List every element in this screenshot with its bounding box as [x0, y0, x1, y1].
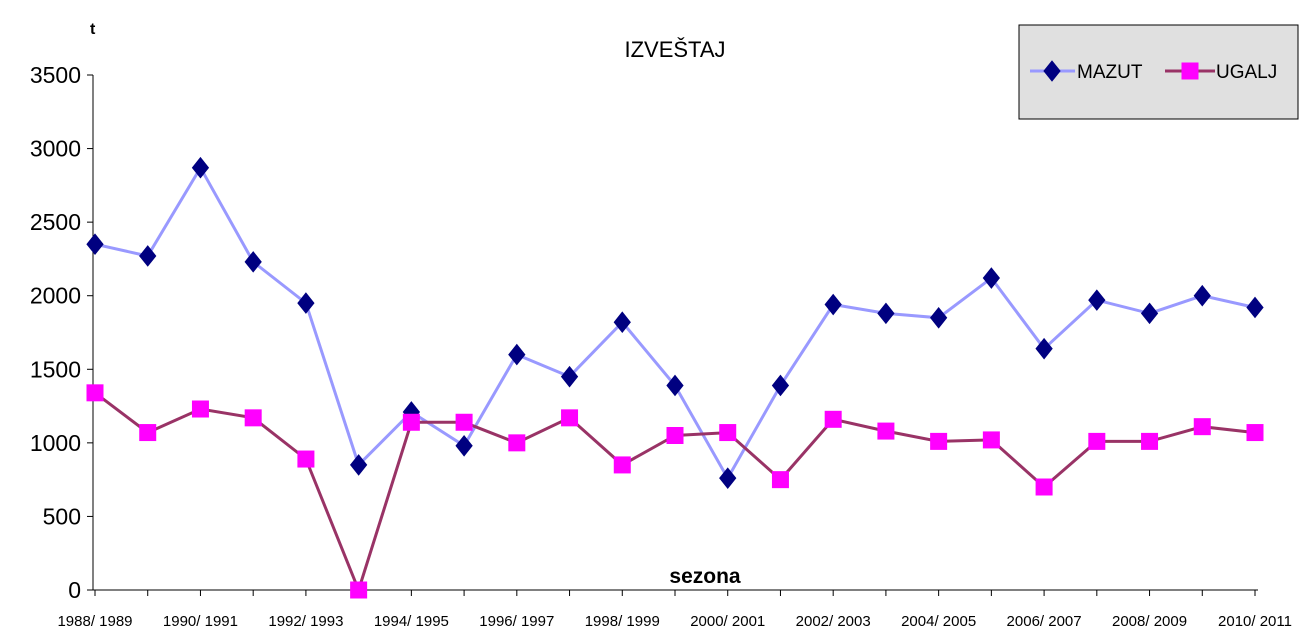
ugalj-data-point [297, 450, 315, 468]
y-ticks: 0 500 1000 1500 2000 2500 3000 3500 [30, 62, 93, 603]
mazut-data-point [349, 454, 368, 476]
mazut-data-point [455, 434, 473, 457]
ugalj-data-point [982, 431, 1000, 449]
mazut-data-point [877, 302, 895, 325]
ugalj-data-point [771, 471, 789, 489]
ugalj-data-point [1035, 478, 1053, 496]
mazut-data-point [982, 267, 1001, 289]
ugalj-data-point [1193, 418, 1211, 436]
ugalj-series-line [94, 391, 1256, 595]
x-tick-label: 2006/ 2007 [1007, 613, 1082, 630]
chart-title: IZVEŠTAJ [624, 37, 725, 62]
x-axis-label: sezona [669, 565, 741, 588]
ugalj-data-point [561, 409, 579, 427]
mazut-data-point [613, 311, 631, 334]
x-tick-label: 1998/ 1999 [585, 613, 660, 630]
ugalj-data-point [244, 409, 262, 427]
ugalj-data-point [402, 413, 420, 431]
mazut-data-point [1246, 296, 1264, 319]
series-lines [86, 156, 1264, 599]
x-tick-label: 1994/ 1995 [374, 613, 449, 630]
mazut-data-point [1088, 289, 1106, 311]
mazut-data-point [1140, 302, 1159, 325]
mazut-data-point [508, 343, 526, 366]
mazut-data-point [560, 365, 579, 388]
y-tick-label: 3500 [30, 62, 81, 88]
x-tick-label: 1996/ 1997 [479, 613, 554, 630]
mazut-data-point [191, 156, 210, 179]
ugalj-data-point [930, 432, 948, 450]
ugalj-data-point [613, 456, 631, 474]
x-tick-label: 2002/ 2003 [796, 613, 871, 630]
y-tick-label: 1500 [30, 356, 81, 382]
ugalj-data-point [139, 424, 157, 442]
legend-mazut-marker [1043, 60, 1061, 82]
mazut-data-point [86, 233, 104, 256]
y-tick-label: 2000 [30, 283, 81, 309]
mazut-data-point [929, 306, 948, 329]
mazut-data-point [771, 374, 790, 397]
x-tick-label: 1988/ 1989 [57, 613, 132, 630]
x-ticks: 1988/ 1989 1990/ 1991 1992/ 1993 1994/ 1995… [57, 590, 1292, 630]
x-tick-label: 1992/ 1993 [268, 613, 343, 630]
mazut-data-point [824, 293, 842, 316]
ugalj-data-point [1141, 432, 1159, 450]
ugalj-data-point [508, 434, 526, 452]
ugalj-data-point [191, 400, 209, 418]
ugalj-data-point [86, 384, 104, 402]
mazut-data-point [666, 374, 684, 397]
ugalj-data-point [1246, 424, 1264, 442]
mazut-data-point [244, 251, 262, 273]
ugalj-data-point [719, 424, 737, 442]
ugalj-data-point [824, 410, 842, 428]
ugalj-data-point [666, 427, 684, 444]
x-tick-label: 2004/ 2005 [901, 613, 976, 630]
ugalj-data-point [877, 422, 895, 440]
y-tick-label: 1000 [30, 430, 81, 456]
x-tick-label: 2000/ 2001 [690, 613, 765, 630]
x-tick-label: 1990/ 1991 [163, 613, 238, 630]
legend-ugalj-marker [1181, 62, 1199, 80]
mazut-data-point [719, 467, 737, 489]
legend: MAZUT UGALJ [1018, 24, 1299, 120]
mazut-data-point [297, 292, 315, 314]
y-tick-label: 0 [68, 577, 81, 603]
x-tick-label: 2010/ 2011 [1218, 613, 1292, 630]
legend-ugalj-label: UGALJ [1216, 62, 1277, 83]
y-tick-label: 500 [43, 503, 81, 529]
mazut-data-point [139, 245, 157, 267]
y-unit-label: t [90, 21, 96, 38]
y-tick-label: 2500 [30, 209, 81, 235]
x-tick-label: 2008/ 2009 [1112, 613, 1187, 630]
ugalj-data-point [350, 581, 368, 599]
y-tick-label: 3000 [30, 136, 81, 162]
mazut-data-point [1035, 337, 1053, 360]
ugalj-data-point [455, 413, 473, 431]
legend-mazut-label: MAZUT [1077, 62, 1143, 83]
mazut-data-point [1193, 284, 1211, 307]
ugalj-data-point [1088, 432, 1106, 450]
